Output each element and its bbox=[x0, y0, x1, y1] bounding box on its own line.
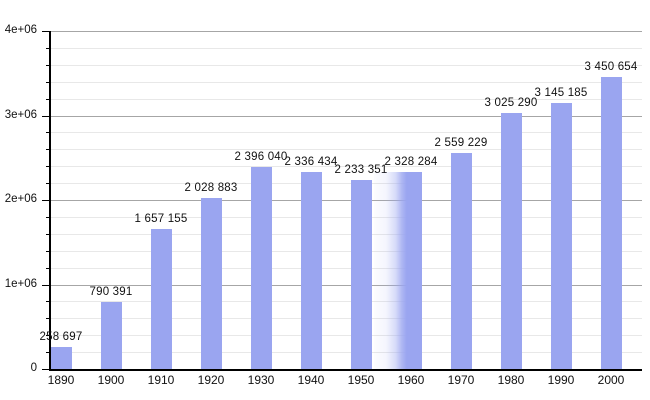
y-major-tick bbox=[42, 284, 50, 286]
minor-gridline bbox=[51, 183, 642, 185]
minor-gridline bbox=[51, 166, 642, 168]
minor-gridline bbox=[51, 301, 642, 303]
bar-1980 bbox=[500, 113, 522, 369]
minor-gridline bbox=[51, 47, 642, 49]
x-axis-tick-label: 1940 bbox=[297, 372, 325, 387]
y-major-tick bbox=[42, 200, 50, 201]
x-axis-tick-label: 1890 bbox=[47, 372, 75, 387]
minor-gridline bbox=[51, 250, 642, 252]
bar-1960-faded bbox=[373, 172, 422, 369]
minor-gridline bbox=[51, 335, 642, 337]
bar-2000 bbox=[600, 77, 622, 369]
bar-1940 bbox=[300, 171, 322, 369]
bar-1950 bbox=[350, 180, 372, 369]
x-axis-tick-label: 1900 bbox=[97, 372, 125, 387]
minor-gridline bbox=[51, 233, 642, 235]
x-axis-tick-label: 1990 bbox=[547, 372, 575, 387]
bar-1970 bbox=[450, 152, 472, 369]
y-axis-line bbox=[49, 31, 51, 370]
bar-value-label: 3 025 290 bbox=[484, 97, 538, 110]
y-axis-tick-label: 0 bbox=[30, 362, 37, 374]
y-major-tick bbox=[42, 369, 50, 370]
bar-1920 bbox=[200, 197, 222, 369]
y-minor-tick bbox=[46, 132, 50, 134]
y-minor-tick bbox=[46, 216, 50, 218]
y-minor-tick bbox=[46, 233, 50, 235]
x-axis-tick-label: 1950 bbox=[347, 372, 375, 387]
x-axis-tick-label: 1930 bbox=[247, 372, 275, 387]
y-minor-tick bbox=[46, 318, 50, 320]
y-minor-tick bbox=[46, 250, 50, 252]
bar-value-label: 2 336 434 bbox=[284, 155, 338, 168]
y-minor-tick bbox=[46, 166, 50, 168]
bar-value-label: 3 450 654 bbox=[584, 61, 638, 74]
bar-value-label: 2 028 883 bbox=[184, 181, 238, 194]
bar-1990 bbox=[550, 103, 572, 369]
major-gridline bbox=[51, 284, 642, 286]
bar-1930 bbox=[250, 166, 272, 369]
y-minor-tick bbox=[46, 301, 50, 303]
minor-gridline bbox=[51, 64, 642, 66]
y-minor-tick bbox=[46, 47, 50, 49]
y-axis-tick-label: 2e+06 bbox=[4, 193, 37, 205]
y-minor-tick bbox=[46, 335, 50, 337]
bar-value-label: 258 697 bbox=[39, 331, 83, 344]
y-axis-tick-label: 4e+06 bbox=[4, 24, 37, 36]
y-axis-tick-label: 1e+06 bbox=[4, 277, 37, 290]
y-minor-tick bbox=[46, 183, 50, 185]
y-minor-tick bbox=[46, 98, 50, 100]
y-minor-tick bbox=[46, 81, 50, 83]
bar-value-label: 2 396 040 bbox=[234, 150, 288, 163]
minor-gridline bbox=[51, 98, 642, 100]
x-axis-tick-label: 2000 bbox=[597, 372, 625, 387]
y-major-tick bbox=[42, 115, 50, 117]
y-axis-tick-label: 3e+06 bbox=[4, 108, 37, 121]
x-axis-tick-label: 1960 bbox=[397, 372, 425, 387]
x-axis-tick-label: 1970 bbox=[447, 372, 475, 387]
y-minor-tick bbox=[46, 149, 50, 151]
y-major-tick bbox=[42, 31, 50, 32]
minor-gridline bbox=[51, 318, 642, 320]
y-minor-tick bbox=[46, 352, 50, 354]
bar-1910 bbox=[150, 228, 172, 369]
major-gridline bbox=[51, 31, 642, 32]
minor-gridline bbox=[51, 267, 642, 269]
y-minor-tick bbox=[46, 64, 50, 66]
x-axis-tick-label: 1910 bbox=[147, 372, 175, 387]
bar-value-label: 2 559 229 bbox=[434, 136, 488, 149]
y-minor-tick bbox=[46, 267, 50, 269]
bar-1900 bbox=[100, 302, 122, 369]
minor-gridline bbox=[51, 132, 642, 134]
major-gridline bbox=[51, 115, 642, 117]
bar-1890 bbox=[50, 347, 72, 369]
bar-value-label: 2 328 284 bbox=[384, 156, 438, 169]
x-axis-line bbox=[49, 368, 642, 371]
minor-gridline bbox=[51, 81, 642, 83]
bar-value-label: 1 657 155 bbox=[134, 212, 188, 225]
x-axis-tick-label: 1920 bbox=[197, 372, 225, 387]
bar-value-label: 790 391 bbox=[89, 286, 133, 299]
minor-gridline bbox=[51, 216, 642, 218]
minor-gridline bbox=[51, 352, 642, 354]
major-gridline bbox=[51, 200, 642, 201]
minor-gridline bbox=[51, 149, 642, 151]
x-axis-tick-label: 1980 bbox=[497, 372, 525, 387]
bar-value-label: 3 145 185 bbox=[534, 87, 588, 100]
